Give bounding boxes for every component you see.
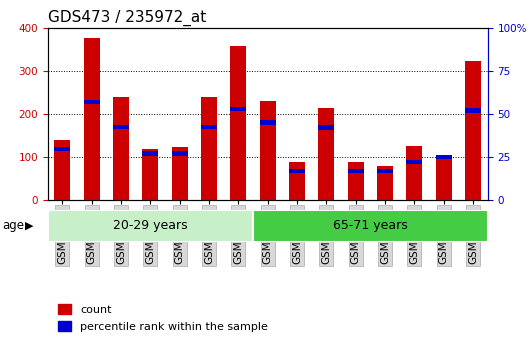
Bar [406,146,422,200]
Text: 65-71 years: 65-71 years [333,219,408,233]
Bar [172,148,188,200]
Bar [84,100,100,104]
Text: ▶: ▶ [25,221,34,231]
Bar [348,162,364,200]
Bar [377,169,393,173]
Bar [436,157,452,200]
Bar [260,120,276,125]
Text: GDS473 / 235972_at: GDS473 / 235972_at [48,10,206,26]
Bar [230,107,246,111]
Bar [260,101,276,200]
Bar [289,162,305,200]
Bar [113,125,129,129]
Legend: count, percentile rank within the sample: count, percentile rank within the sample [53,300,272,336]
Bar [318,126,334,130]
Bar [230,46,246,200]
Bar [113,97,129,200]
Bar [465,108,481,112]
Bar [84,38,100,200]
Text: age: age [3,219,25,233]
Bar [54,140,70,200]
Bar [172,151,188,156]
Bar [348,169,364,173]
Bar [253,210,488,241]
Text: 20-29 years: 20-29 years [113,219,188,233]
Bar [436,155,452,159]
Bar [201,98,217,200]
Bar [406,160,422,164]
Bar [54,147,70,151]
Bar [142,149,158,200]
Bar [318,108,334,200]
Bar [142,151,158,156]
Bar [377,166,393,200]
Bar [465,61,481,200]
Bar [201,125,217,129]
Bar [289,169,305,173]
Bar [48,210,253,241]
